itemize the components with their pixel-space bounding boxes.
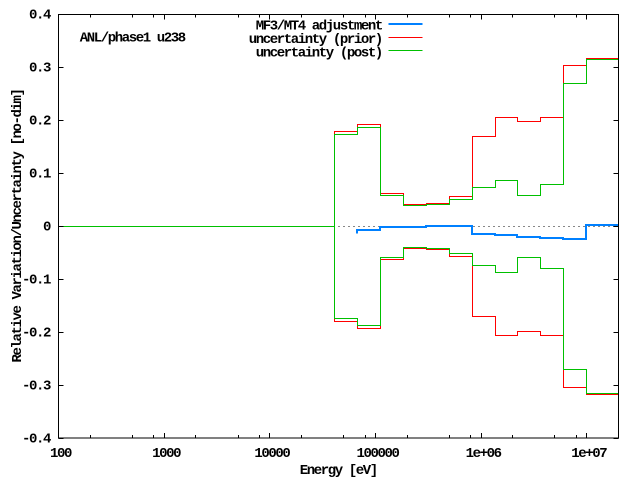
- svg-text:1e+06: 1e+06: [466, 446, 502, 462]
- svg-text:100: 100: [50, 446, 72, 462]
- svg-text:MF3/MT4 adjustment: MF3/MT4 adjustment: [256, 19, 383, 35]
- svg-text:uncertainty (prior): uncertainty (prior): [249, 32, 382, 48]
- svg-text:0.4: 0.4: [29, 8, 51, 24]
- svg-text:1e+07: 1e+07: [571, 446, 607, 462]
- svg-text:-0.1: -0.1: [22, 273, 51, 289]
- svg-text:0.1: 0.1: [29, 167, 51, 183]
- svg-text:Energy [eV]: Energy [eV]: [300, 463, 377, 479]
- svg-text:100000: 100000: [356, 446, 399, 462]
- svg-text:0: 0: [43, 220, 51, 236]
- svg-text:10000: 10000: [254, 446, 290, 462]
- svg-text:0.3: 0.3: [29, 61, 51, 77]
- svg-text:1000: 1000: [152, 446, 181, 462]
- svg-text:-0.4: -0.4: [22, 432, 51, 448]
- svg-text:Relative Variation/Uncertainty: Relative Variation/Uncertainty [no-dim]: [10, 89, 26, 362]
- svg-text:ANL/phase1 u238: ANL/phase1 u238: [80, 31, 186, 47]
- svg-text:-0.3: -0.3: [22, 379, 51, 395]
- svg-text:-0.2: -0.2: [22, 326, 51, 342]
- svg-text:0.2: 0.2: [29, 114, 51, 130]
- svg-text:uncertainty (post): uncertainty (post): [256, 46, 382, 62]
